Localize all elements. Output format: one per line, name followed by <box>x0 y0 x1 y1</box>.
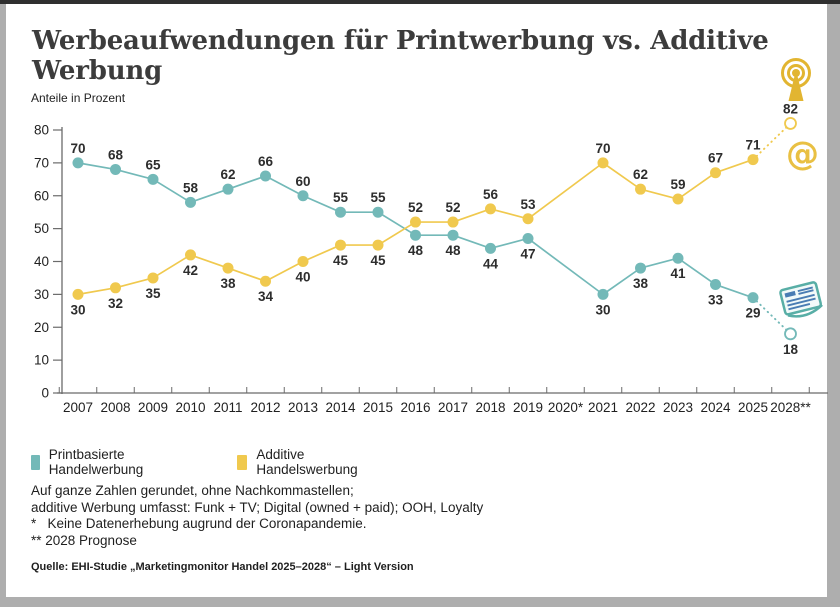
frame-right-edge <box>827 4 840 607</box>
svg-text:66: 66 <box>258 154 274 169</box>
svg-text:70: 70 <box>595 141 610 156</box>
svg-text:41: 41 <box>670 266 686 281</box>
svg-text:35: 35 <box>145 286 161 301</box>
svg-text:30: 30 <box>34 287 49 302</box>
svg-text:47: 47 <box>520 246 535 261</box>
legend-item-print: Printbasierte Handelwerbung <box>31 447 150 477</box>
svg-text:59: 59 <box>670 177 685 192</box>
svg-text:32: 32 <box>108 296 123 311</box>
svg-text:67: 67 <box>708 151 723 166</box>
svg-text:53: 53 <box>520 197 536 212</box>
svg-text:48: 48 <box>408 243 424 258</box>
svg-text:68: 68 <box>108 147 124 162</box>
svg-text:2008: 2008 <box>100 400 130 415</box>
frame-bottom-edge <box>0 597 840 607</box>
legend-item-additive: Additive Handelswerbung <box>237 447 362 477</box>
svg-text:48: 48 <box>445 243 461 258</box>
svg-text:58: 58 <box>183 180 199 195</box>
svg-text:45: 45 <box>370 253 386 268</box>
svg-text:2023: 2023 <box>663 400 693 415</box>
svg-text:29: 29 <box>745 306 760 321</box>
legend-label-additive: Additive Handelswerbung <box>256 447 358 477</box>
svg-text:30: 30 <box>595 302 610 317</box>
svg-text:55: 55 <box>370 190 386 205</box>
svg-text:2024: 2024 <box>700 400 731 415</box>
svg-text:55: 55 <box>333 190 349 205</box>
svg-text:2019: 2019 <box>513 400 543 415</box>
svg-text:0: 0 <box>41 386 49 401</box>
newspaper-icon <box>776 277 828 323</box>
svg-text:40: 40 <box>295 270 310 285</box>
footnote-line: Auf ganze Zahlen gerundet, ohne Nachkomm… <box>31 483 354 498</box>
y-axis-unit-label: Anteile in Prozent <box>31 91 126 105</box>
svg-text:42: 42 <box>183 263 198 278</box>
svg-text:45: 45 <box>333 253 349 268</box>
svg-text:20: 20 <box>34 320 49 335</box>
broadcast-antenna-icon <box>773 56 819 106</box>
svg-text:50: 50 <box>34 221 49 236</box>
page-title: Werbeaufwendungen für Printwerbung vs. A… <box>32 26 769 86</box>
svg-text:33: 33 <box>708 293 724 308</box>
svg-text:2012: 2012 <box>250 400 280 415</box>
svg-text:71: 71 <box>745 138 761 153</box>
svg-text:60: 60 <box>295 174 310 189</box>
svg-text:2014: 2014 <box>325 400 356 415</box>
legend-swatch-additive <box>237 454 248 470</box>
svg-text:2018: 2018 <box>475 400 505 415</box>
svg-text:80: 80 <box>34 123 49 138</box>
at-sign-icon: @ <box>786 134 819 173</box>
svg-text:2010: 2010 <box>175 400 205 415</box>
footnotes: Auf ganze Zahlen gerundet, ohne Nachkomm… <box>31 483 483 549</box>
svg-text:52: 52 <box>408 200 423 215</box>
svg-text:2007: 2007 <box>63 400 93 415</box>
svg-text:40: 40 <box>34 254 49 269</box>
footnote-line: additive Werbung umfasst: Funk + TV; Dig… <box>31 499 484 515</box>
svg-text:2021: 2021 <box>588 400 618 415</box>
svg-text:2013: 2013 <box>288 400 318 415</box>
legend-swatch-print <box>31 454 40 470</box>
svg-text:65: 65 <box>145 157 161 172</box>
svg-text:10: 10 <box>34 353 49 368</box>
svg-text:52: 52 <box>445 200 460 215</box>
svg-text:2015: 2015 <box>363 400 393 415</box>
footnote-line: ** 2028 Prognose <box>31 532 137 548</box>
frame-top-edge <box>0 0 840 4</box>
svg-text:2009: 2009 <box>138 400 168 415</box>
svg-text:30: 30 <box>70 302 85 317</box>
svg-text:18: 18 <box>783 342 799 357</box>
svg-text:56: 56 <box>483 187 499 202</box>
svg-text:62: 62 <box>220 167 235 182</box>
svg-text:60: 60 <box>34 188 49 203</box>
svg-text:2028**: 2028** <box>770 400 811 415</box>
svg-text:2022: 2022 <box>625 400 655 415</box>
source-credit: Quelle: EHI-Studie „Marketingmonitor Han… <box>31 561 414 573</box>
svg-text:2020*: 2020* <box>548 400 584 415</box>
svg-text:2025: 2025 <box>738 400 768 415</box>
svg-text:70: 70 <box>70 141 85 156</box>
svg-text:82: 82 <box>783 101 798 116</box>
frame-left-edge <box>0 4 6 607</box>
svg-text:2017: 2017 <box>438 400 468 415</box>
svg-text:2016: 2016 <box>400 400 430 415</box>
svg-text:38: 38 <box>220 276 236 291</box>
footnote-line: * Keine Datenerhebung augrund der Corona… <box>31 516 367 531</box>
svg-text:2011: 2011 <box>213 400 242 415</box>
svg-text:70: 70 <box>34 155 49 170</box>
svg-text:62: 62 <box>633 167 648 182</box>
svg-text:38: 38 <box>633 276 649 291</box>
svg-text:34: 34 <box>258 289 274 304</box>
legend-label-print: Printbasierte Handelwerbung <box>48 447 144 477</box>
svg-text:44: 44 <box>483 256 499 271</box>
